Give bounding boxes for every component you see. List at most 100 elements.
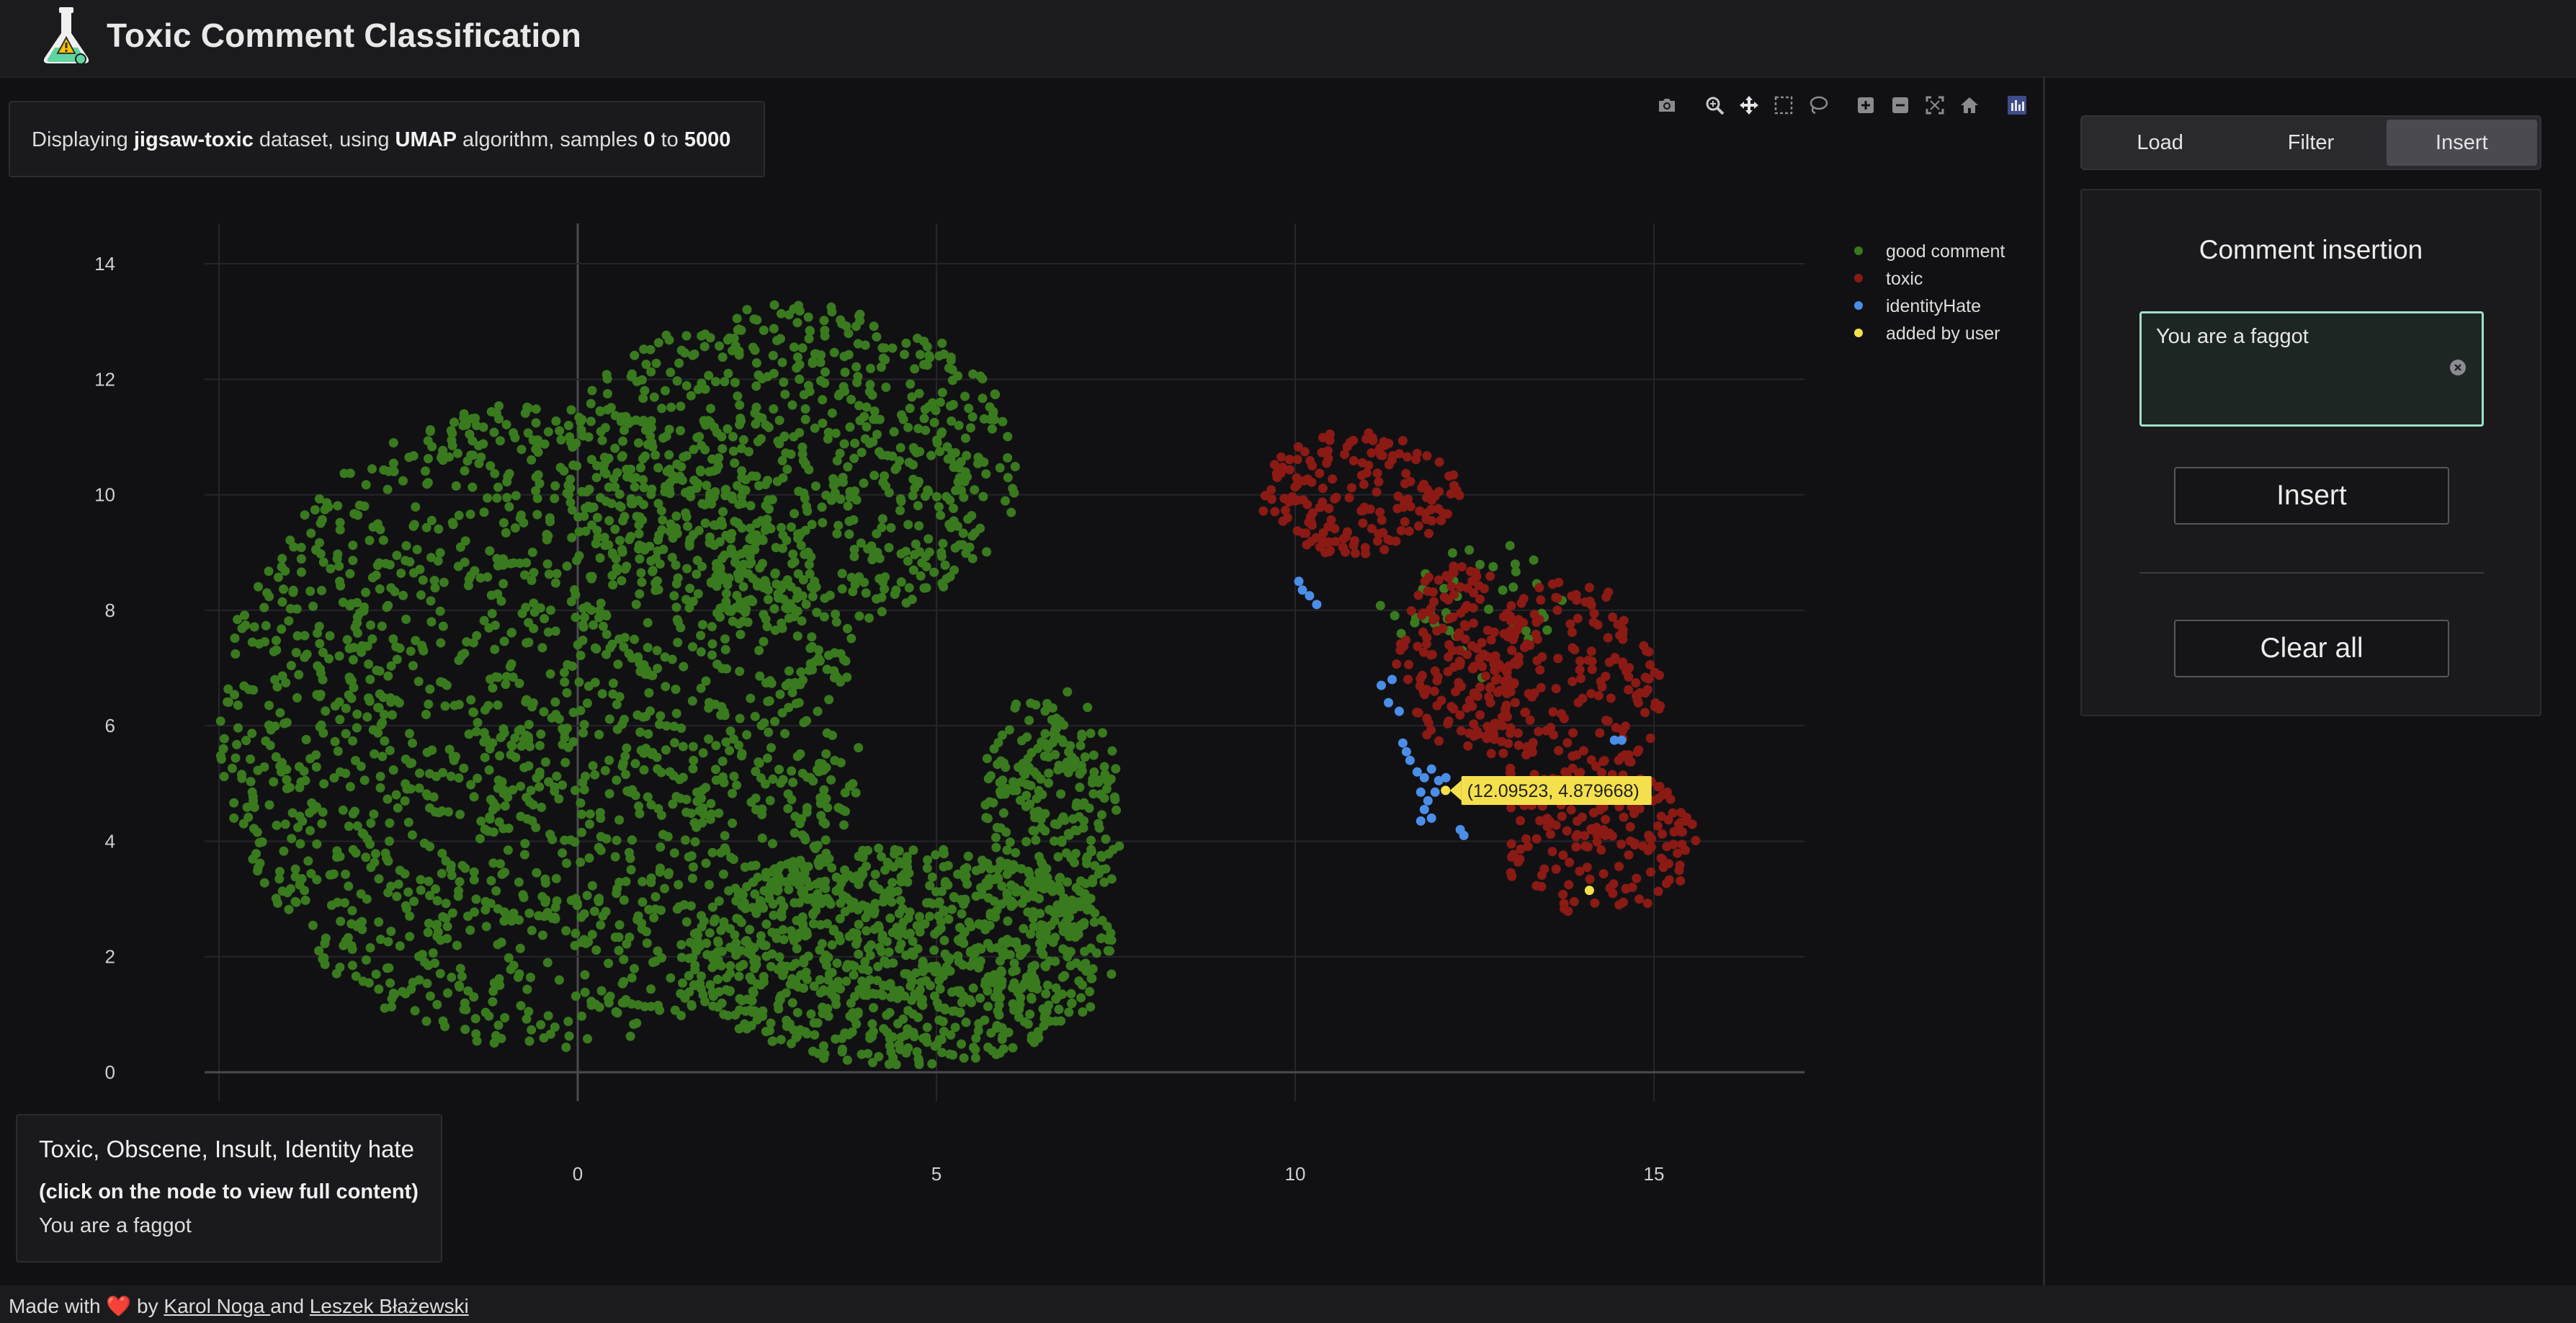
data-point[interactable] [1318,433,1328,442]
data-point[interactable] [1055,716,1065,726]
data-point[interactable] [903,423,913,432]
data-point[interactable] [601,469,611,478]
data-point[interactable] [522,793,531,802]
data-point[interactable] [426,596,435,605]
data-point[interactable] [807,632,816,641]
data-point[interactable] [422,523,431,533]
data-point[interactable] [653,584,662,594]
data-point[interactable] [580,612,589,622]
data-point[interactable] [1114,842,1124,851]
data-point[interactable] [315,692,324,701]
data-point[interactable] [1498,749,1508,758]
data-point[interactable] [802,1029,812,1038]
data-point[interactable] [619,955,628,964]
data-point[interactable] [411,636,420,646]
data-point[interactable] [1019,924,1028,933]
data-point[interactable] [576,706,585,716]
data-point[interactable] [502,493,511,502]
data-point[interactable] [434,525,443,534]
data-point[interactable] [985,921,995,930]
data-point[interactable] [960,477,970,486]
data-point[interactable] [1076,741,1086,750]
data-point[interactable] [260,878,269,888]
data-point[interactable] [980,1015,989,1025]
data-point[interactable] [585,485,594,494]
data-point[interactable] [931,1041,940,1051]
data-point[interactable] [840,387,849,396]
data-point[interactable] [962,1017,971,1027]
data-point[interactable] [524,618,533,628]
data-point[interactable] [1562,738,1572,747]
data-point[interactable] [596,832,606,842]
data-point[interactable] [411,1006,420,1015]
data-point[interactable] [840,440,849,449]
data-point[interactable] [622,940,631,949]
data-point[interactable] [1402,747,1411,757]
data-point[interactable] [486,899,496,908]
data-point[interactable] [1519,594,1529,603]
data-point[interactable] [996,757,1006,766]
data-point[interactable] [1373,536,1382,545]
data-point[interactable] [419,576,428,585]
data-point[interactable] [974,963,983,973]
data-point[interactable] [787,1039,796,1048]
data-point[interactable] [1616,839,1626,849]
data-point[interactable] [914,521,923,530]
data-point[interactable] [842,672,851,682]
data-point[interactable] [903,852,912,861]
data-point[interactable] [715,987,724,997]
data-point[interactable] [793,631,802,641]
data-point[interactable] [1595,729,1604,738]
data-point[interactable] [580,970,589,979]
data-point[interactable] [321,934,331,943]
data-point[interactable] [618,451,627,460]
data-point[interactable] [587,574,596,584]
data-point[interactable] [1604,633,1613,643]
data-point[interactable] [1589,808,1598,817]
data-point[interactable] [746,501,756,510]
data-point[interactable] [861,913,870,922]
data-point[interactable] [610,482,620,491]
data-point[interactable] [486,461,495,471]
data-point[interactable] [749,878,759,887]
data-point[interactable] [597,986,607,996]
legend-label[interactable]: added by user [1886,324,2000,344]
data-point[interactable] [264,592,274,601]
data-point[interactable] [1526,716,1535,725]
data-point[interactable] [854,401,864,410]
data-point[interactable] [1628,883,1637,892]
data-point[interactable] [640,765,649,775]
data-point[interactable] [1646,868,1655,877]
data-point[interactable] [619,758,628,767]
data-point[interactable] [380,710,389,719]
data-point[interactable] [1076,876,1086,886]
data-point[interactable] [1410,618,1419,628]
data-point[interactable] [697,562,707,571]
data-point[interactable] [734,324,743,334]
data-point[interactable] [1106,775,1116,784]
data-point[interactable] [782,465,792,474]
data-point[interactable] [552,874,561,883]
data-point[interactable] [617,502,626,512]
data-point[interactable] [1482,722,1492,731]
data-point[interactable] [748,597,757,606]
data-point[interactable] [1403,674,1413,684]
data-point[interactable] [1299,495,1308,504]
data-point[interactable] [661,682,670,691]
data-point[interactable] [1535,665,1544,674]
data-point[interactable] [466,695,475,705]
data-point[interactable] [318,808,328,817]
data-point[interactable] [1624,672,1633,682]
data-point[interactable] [486,674,495,684]
data-point[interactable] [612,563,621,572]
legend-label[interactable]: good comment [1886,241,2005,262]
data-point[interactable] [934,502,944,512]
data-point[interactable] [465,574,474,584]
data-point[interactable] [786,858,795,868]
insert-button[interactable]: Insert [2174,467,2449,525]
data-point[interactable] [995,1000,1004,1010]
data-point[interactable] [496,436,505,445]
data-point[interactable] [454,562,463,571]
data-point[interactable] [885,914,895,923]
data-point[interactable] [335,576,344,586]
